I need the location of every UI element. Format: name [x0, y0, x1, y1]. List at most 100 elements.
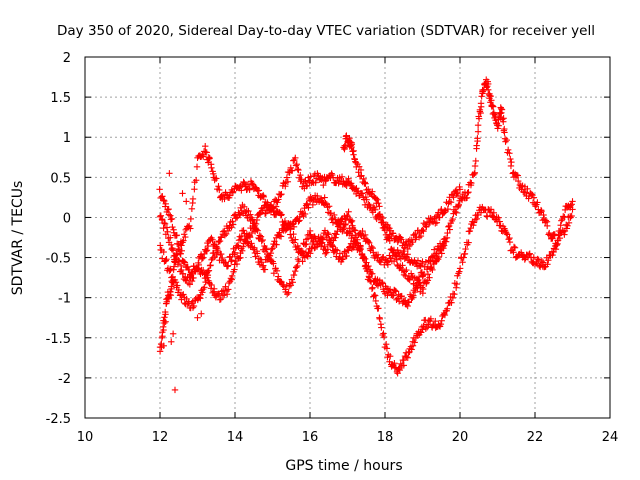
- track-d-point: [239, 247, 246, 254]
- track-e-point: [561, 213, 568, 221]
- track-d-point: [544, 261, 551, 268]
- track-a-point: [184, 263, 191, 271]
- y-tick-label: 1: [63, 131, 71, 146]
- track-d-point: [484, 213, 491, 220]
- track-b-point: [260, 192, 267, 199]
- track-d-point: [157, 212, 165, 219]
- track-d-point: [366, 277, 374, 284]
- track-b-point: [255, 187, 263, 194]
- track-d-point: [405, 349, 412, 356]
- track-d-point: [441, 311, 449, 319]
- track-d-point: [466, 227, 474, 235]
- track-c-point: [275, 273, 282, 280]
- track-d-point: [404, 354, 411, 361]
- track-a-point: [231, 249, 239, 256]
- track-c-point: [329, 242, 336, 250]
- track-e-point: [386, 237, 393, 244]
- track-b-point: [436, 214, 443, 221]
- track-b-point: [292, 154, 299, 162]
- axis-ticks: 10 12 14 16 18 20 22 24 -2.5 -2 -1.5 -1 -0.5 0 0.5 1 1.5…: [46, 51, 619, 445]
- track-d-point: [163, 224, 171, 231]
- track-c-point: [284, 290, 291, 298]
- track-c-point: [207, 261, 214, 269]
- track-d-point: [400, 362, 408, 369]
- track-d-point: [167, 234, 174, 241]
- track-b-point: [338, 173, 346, 180]
- outlier-point: [169, 330, 177, 337]
- track-a-point: [324, 229, 331, 237]
- track-e-point: [350, 151, 357, 158]
- track-d-point: [422, 325, 430, 332]
- track-b-point: [240, 178, 247, 186]
- track-d-point: [487, 206, 495, 213]
- track-c-point: [408, 295, 415, 303]
- track-e-point: [472, 157, 479, 165]
- track-e-point: [501, 125, 508, 133]
- chart-title: Day 350 of 2020, Sidereal Day-to-day VTE…: [57, 23, 595, 39]
- track-b-point: [423, 223, 430, 230]
- track-b-point: [417, 232, 425, 240]
- track-d-point: [357, 243, 364, 250]
- track-a-point: [168, 215, 176, 223]
- track-e-point: [556, 227, 564, 235]
- track-b-point: [246, 186, 253, 193]
- track-a-point: [307, 250, 314, 257]
- track-d-point: [382, 341, 390, 348]
- track-b-point: [398, 236, 405, 243]
- track-b-point: [409, 238, 416, 246]
- track-b-point: [182, 233, 189, 241]
- track-d-point: [362, 262, 369, 269]
- track-b-point: [275, 196, 282, 203]
- track-d-point: [409, 342, 417, 349]
- track-d-point: [225, 286, 232, 293]
- x-tick-label: 22: [527, 430, 544, 445]
- track-d-point: [222, 283, 229, 290]
- track-b-point: [178, 242, 185, 249]
- track-d-point: [270, 207, 277, 214]
- track-a-point: [197, 251, 205, 258]
- y-tick-label: -0.5: [46, 252, 71, 267]
- track-c-point: [410, 292, 417, 299]
- track-a-point: [165, 211, 173, 218]
- track-e-point: [348, 141, 356, 148]
- track-e-point: [452, 208, 459, 216]
- track-e-point: [528, 191, 535, 198]
- track-a-point: [198, 254, 206, 261]
- track-a-point: [165, 205, 172, 213]
- track-e-point: [464, 189, 471, 197]
- track-e-point: [503, 136, 510, 144]
- track-e-point: [468, 179, 475, 187]
- track-b-point: [447, 199, 455, 206]
- track-d-point: [290, 223, 298, 231]
- outlier-point: [183, 198, 190, 205]
- track-d-point: [371, 292, 379, 299]
- track-d-point: [160, 219, 168, 227]
- track-e-point: [360, 175, 367, 183]
- track-a-point: [269, 245, 276, 252]
- track-e-point: [427, 263, 435, 271]
- track-b-point: [208, 164, 215, 172]
- track-c-point: [427, 257, 434, 264]
- track-d-point: [330, 211, 338, 219]
- track-b-point: [362, 193, 369, 201]
- track-d-point: [503, 230, 510, 237]
- track-c-point: [259, 236, 266, 244]
- chart-grid: [85, 57, 610, 418]
- track-e-point: [508, 158, 515, 166]
- track-d-point: [336, 217, 344, 225]
- track-c-point: [288, 276, 296, 283]
- track-d-point: [565, 219, 573, 227]
- track-e-point: [439, 243, 446, 250]
- track-a-point: [288, 234, 295, 242]
- track-d-point: [248, 229, 256, 237]
- track-d-point: [403, 353, 410, 360]
- y-tick-label: -1: [58, 292, 71, 307]
- track-e-point: [377, 213, 385, 221]
- track-d-point: [190, 274, 197, 282]
- track-d-point: [538, 257, 546, 265]
- track-e-point: [374, 196, 381, 203]
- outlier-point: [166, 170, 173, 177]
- track-c-point: [247, 211, 254, 218]
- track-a-point: [181, 259, 189, 266]
- track-b-point: [320, 181, 327, 189]
